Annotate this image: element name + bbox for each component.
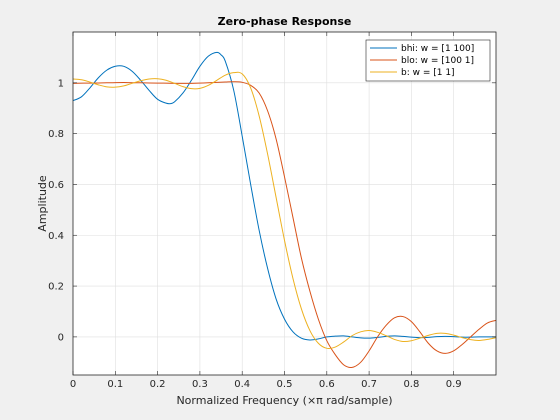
x-tick-label: 0 bbox=[70, 379, 76, 390]
y-tick-labels: 0 0.2 0.4 0.6 0.8 1 bbox=[48, 78, 64, 343]
x-tick-label: 0.4 bbox=[234, 379, 250, 390]
x-tick-label: 0.1 bbox=[107, 379, 123, 390]
x-tick-label: 0.6 bbox=[319, 379, 335, 390]
x-tick-label: 0.5 bbox=[277, 379, 293, 390]
x-tick-label: 0.8 bbox=[403, 379, 419, 390]
chart-title: Zero-phase Response bbox=[218, 15, 352, 28]
y-tick-label: 0.2 bbox=[48, 282, 64, 293]
y-tick-label: 0.4 bbox=[48, 231, 64, 242]
y-tick-label: 0.6 bbox=[48, 180, 64, 191]
legend[interactable]: bhi: w = [1 100] blo: w = [100 1] b: w = [… bbox=[366, 40, 490, 81]
y-tick-label: 1 bbox=[58, 78, 64, 89]
legend-label: bhi: w = [1 100] bbox=[401, 44, 474, 54]
legend-label: b: w = [1 1] bbox=[401, 68, 455, 78]
x-axis-label: Normalized Frequency (×π rad/sample) bbox=[176, 394, 392, 407]
x-tick-label: 0.2 bbox=[150, 379, 166, 390]
legend-label: blo: w = [100 1] bbox=[401, 56, 474, 66]
x-tick-label: 0.3 bbox=[192, 379, 208, 390]
x-tick-label: 0.9 bbox=[446, 379, 462, 390]
y-tick-label: 0.8 bbox=[48, 129, 64, 140]
y-axis-label: Amplitude bbox=[36, 175, 49, 232]
x-tick-label: 0.7 bbox=[361, 379, 377, 390]
y-tick-label: 0 bbox=[58, 332, 64, 343]
x-tick-labels: 0 0.1 0.2 0.3 0.4 0.5 0.6 0.7 0.8 0.9 bbox=[70, 379, 462, 390]
